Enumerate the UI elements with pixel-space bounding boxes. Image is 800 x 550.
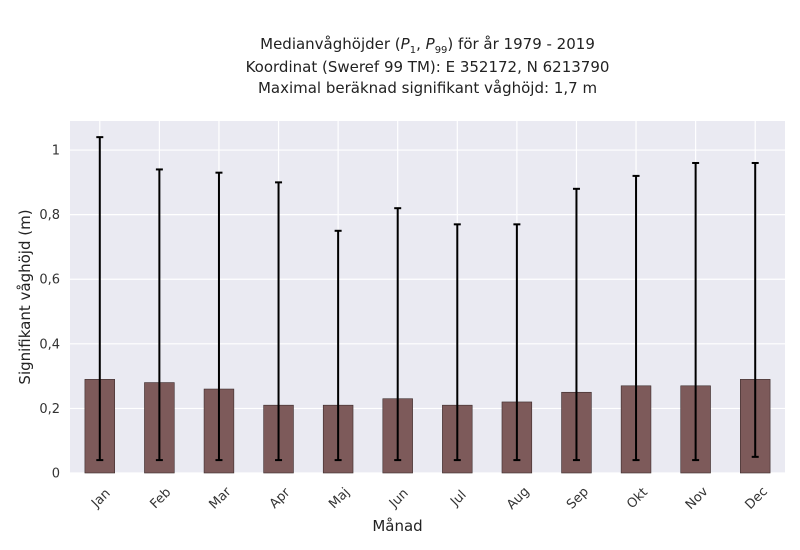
plot-area	[70, 121, 785, 473]
x-tick-label: Mar	[207, 484, 235, 512]
y-tick-label: 0,8	[39, 208, 60, 223]
x-axis-label: Månad	[372, 517, 422, 535]
x-tick-label: Jan	[88, 486, 113, 511]
x-tick-label: Dec	[743, 484, 771, 512]
x-tick-label: Nov	[683, 484, 712, 513]
y-tick-label: 0,4	[39, 337, 60, 352]
x-tick-label: Maj	[326, 485, 353, 512]
chart-title-line-3: Maximal beräknad signifikant våghöjd: 1,…	[257, 79, 598, 97]
x-tick-label: Okt	[624, 485, 651, 512]
y-tick-label: 0,6	[39, 273, 60, 288]
x-tick-label: Jul	[447, 488, 469, 510]
x-tick-label: Feb	[147, 485, 174, 512]
y-tick-label: 0	[52, 467, 60, 482]
x-tick-label: Apr	[267, 485, 294, 512]
x-tick-label: Sep	[564, 485, 592, 513]
chart-title-line-2: Koordinat (Sweref 99 TM): E 352172, N 62…	[245, 58, 610, 76]
x-tick-label: Jun	[386, 486, 412, 512]
y-tick-label: 0,2	[39, 402, 60, 417]
y-axis-label: Signifikant våghöjd (m)	[16, 209, 34, 384]
chart-title-line-1: Medianvåghöjder (P1, P99) för år 1979 - …	[260, 35, 595, 56]
x-tick-label: Aug	[504, 484, 533, 513]
y-tick-label: 1	[52, 144, 60, 159]
